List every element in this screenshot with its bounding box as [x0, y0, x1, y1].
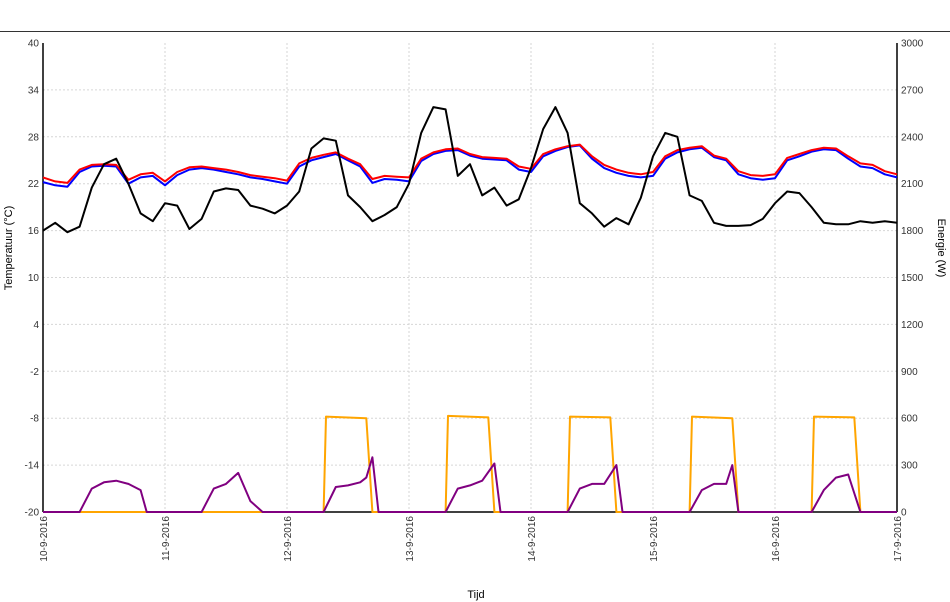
x-tick-label: 10-9-2016 [39, 516, 50, 562]
right-y-tick-label: 1200 [901, 320, 924, 331]
left-y-tick-label: 10 [28, 273, 40, 284]
x-tick-label: 12-9-2016 [283, 516, 294, 562]
left-y-tick-label: 22 [28, 179, 40, 190]
x-tick-label: 15-9-2016 [649, 516, 660, 562]
right-y-tick-label: 2700 [901, 85, 924, 96]
top-rule [0, 31, 950, 32]
left-y-tick-label: 16 [28, 226, 40, 237]
left-y-tick-label: 40 [28, 39, 40, 50]
right-y-tick-label: 2100 [901, 179, 924, 190]
left-y-tick-label: -2 [30, 367, 39, 378]
right-y-tick-label: 3000 [901, 39, 924, 50]
left-y-tick-label: 34 [28, 85, 40, 96]
series-line-red [42, 143, 898, 184]
left-y-tick-label: -20 [25, 508, 40, 519]
x-tick-label: 11-9-2016 [161, 516, 172, 561]
right-y-tick-label: 1800 [901, 226, 924, 237]
right-axis-title: Energie (W) [935, 219, 947, 278]
series-line-orange [43, 414, 897, 513]
x-tick-label: 17-9-2016 [893, 516, 904, 562]
left-axis-title: Temperatuur (°C) [3, 206, 15, 290]
series-line-blue [42, 144, 898, 188]
right-y-tick-label: 0 [901, 508, 907, 519]
series-line-black [42, 106, 898, 234]
right-y-tick-label: 1500 [901, 273, 924, 284]
left-y-tick-label: -8 [30, 414, 39, 425]
right-y-tick-label: 900 [901, 367, 918, 378]
x-tick-label: 16-9-2016 [771, 516, 782, 562]
right-y-tick-label: 300 [901, 461, 918, 472]
x-tick-label: 14-9-2016 [527, 516, 538, 562]
left-y-tick-label: 4 [33, 320, 39, 331]
left-y-tick-label: -14 [25, 461, 40, 472]
series-line-purple [43, 456, 897, 513]
x-tick-label: 13-9-2016 [405, 516, 416, 562]
grid-layer [43, 43, 897, 512]
left-y-tick-label: 28 [28, 132, 40, 143]
right-y-tick-label: 2400 [901, 132, 924, 143]
x-axis-title: Tijd [467, 589, 484, 601]
series-layer [42, 106, 898, 513]
right-y-tick-label: 600 [901, 414, 918, 425]
